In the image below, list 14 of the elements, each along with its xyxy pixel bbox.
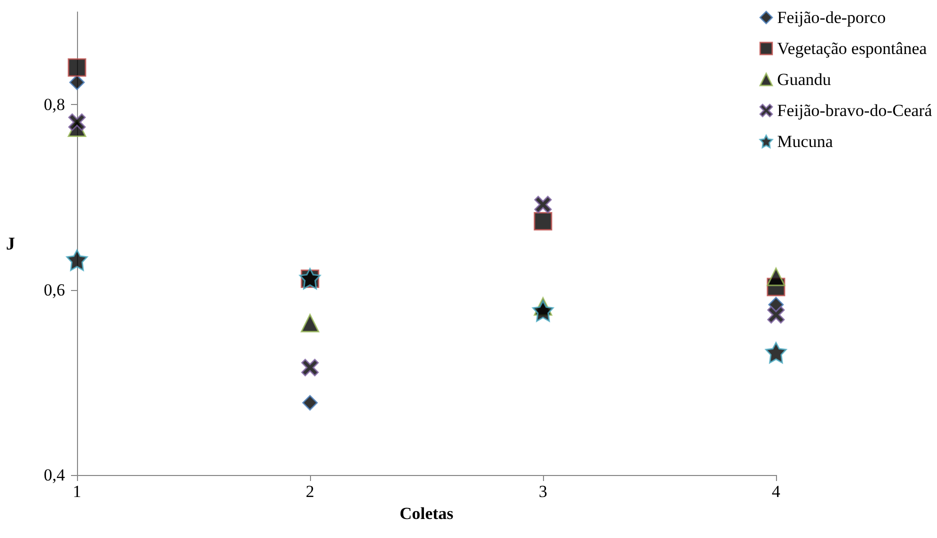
x-axis-title: Coletas <box>400 504 454 523</box>
x-tick-label: 2 <box>306 482 314 501</box>
legend-label: Mucuna <box>777 132 834 151</box>
y-tick-label: 0,6 <box>44 280 65 300</box>
legend-label: Feijão-de-porco <box>777 8 886 27</box>
y-tick-label: 0,4 <box>44 466 66 484</box>
legend-label: Vegetação espontânea <box>777 39 928 58</box>
x-tick-label: 1 <box>72 482 82 501</box>
legend-label: Feijão-bravo-do-Ceará <box>777 101 932 120</box>
y-axis-title: J <box>6 234 15 254</box>
x-tick-label: 3 <box>538 482 548 501</box>
x-tick-label: 4 <box>772 482 781 501</box>
legend-label: Guandu <box>777 70 832 89</box>
y-tick-label: 0,8 <box>44 95 65 114</box>
